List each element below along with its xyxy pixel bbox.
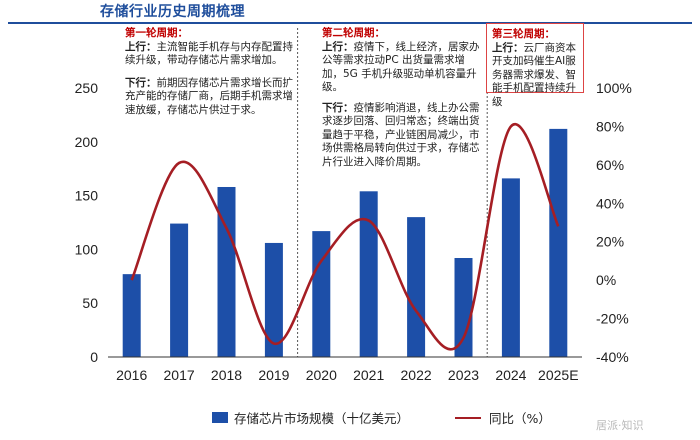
right-tick-80: 80% bbox=[596, 118, 624, 134]
yoy-growth-line bbox=[130, 122, 560, 351]
cycle-2-down-text: 疫情影响消退，线上办公需求逐步回落、回归常态；终端出货量趋于平稳，产业链困局减少… bbox=[322, 101, 480, 168]
bar-2018 bbox=[217, 186, 236, 357]
x-tick-2023: 2023 bbox=[448, 367, 479, 383]
x-tick-2016: 2016 bbox=[116, 367, 147, 383]
cycle-3-up-text: 云厂商资本开支加码催生AI服务器需求爆发、智能手机配置持续升级 bbox=[492, 41, 576, 108]
legend-line-swatch bbox=[455, 416, 481, 419]
cycle-2-annotation: 第二轮周期： 上行：疫情下，线上经济，居家办公等需求拉动PC 出货量需求增加，5… bbox=[322, 27, 480, 176]
right-tick--20: -20% bbox=[596, 311, 629, 327]
bar-2016 bbox=[122, 274, 141, 357]
cycle-1-down-label: 下行： bbox=[125, 76, 157, 89]
cycle-2-down-label: 下行： bbox=[322, 101, 354, 114]
bar-2022 bbox=[407, 217, 426, 357]
bar-2017 bbox=[170, 223, 189, 357]
legend: 存储芯片市场规模（十亿美元） 同比（%） bbox=[0, 405, 700, 429]
cycle-2-up-label: 上行： bbox=[322, 40, 354, 53]
x-tick-2022: 2022 bbox=[401, 367, 432, 383]
right-tick-100: 100% bbox=[596, 80, 632, 96]
cycle-2-heading: 第二轮周期： bbox=[322, 27, 385, 39]
legend-bar-label: 存储芯片市场规模（十亿美元） bbox=[234, 411, 410, 426]
left-tick-0: 0 bbox=[90, 349, 98, 365]
cycle-1-up-text: 主流智能手机存与内存配置持续升级，带动存储芯片需求增加。 bbox=[125, 40, 293, 67]
bar-2025E bbox=[549, 128, 568, 357]
bar-2019 bbox=[264, 242, 283, 357]
left-tick-50: 50 bbox=[82, 295, 98, 311]
left-tick-100: 100 bbox=[75, 241, 99, 257]
right-tick-0: 0% bbox=[596, 272, 616, 288]
left-tick-200: 200 bbox=[75, 134, 99, 150]
page-title: 存储行业历史周期梳理 bbox=[100, 4, 245, 20]
cycle-3-up-label: 上行： bbox=[492, 41, 524, 54]
bar-2024 bbox=[501, 178, 520, 357]
left-tick-150: 150 bbox=[75, 188, 99, 204]
bar-2020 bbox=[312, 231, 331, 357]
watermark: 居派·知识 bbox=[596, 419, 644, 432]
right-tick-40: 40% bbox=[596, 195, 624, 211]
bar-2021 bbox=[359, 191, 378, 357]
title-rule bbox=[8, 22, 692, 24]
x-tick-2018: 2018 bbox=[211, 367, 242, 383]
legend-line-label: 同比（%） bbox=[489, 411, 551, 426]
cycle-3-annotation: 第三轮周期： 上行：云厂商资本开支加码催生AI服务器需求爆发、智能手机配置持续升… bbox=[486, 23, 584, 108]
x-tick-2019: 2019 bbox=[258, 367, 289, 383]
right-tick-60: 60% bbox=[596, 157, 624, 173]
cycle-1-annotation: 第一轮周期： 上行：主流智能手机存与内存配置持续升级，带动存储芯片需求增加。 下… bbox=[125, 27, 303, 124]
cycle-1-up-label: 上行： bbox=[125, 40, 157, 53]
right-tick--40: -40% bbox=[596, 349, 629, 365]
x-tick-2020: 2020 bbox=[306, 367, 337, 383]
cycle-1-down-text: 前期因存储芯片需求增长而扩充产能的存储厂商，后期手机需求增速放缓，存储芯片供过于… bbox=[125, 76, 293, 116]
legend-bar-item: 存储芯片市场规模（十亿美元） bbox=[212, 408, 409, 427]
x-tick-2024: 2024 bbox=[495, 367, 526, 383]
left-tick-250: 250 bbox=[75, 80, 99, 96]
x-tick-2017: 2017 bbox=[164, 367, 195, 383]
bar-2023 bbox=[454, 258, 473, 357]
legend-bar-swatch bbox=[212, 412, 228, 423]
cycle-3-heading: 第三轮周期： bbox=[492, 28, 555, 40]
legend-line-item: 同比（%） bbox=[455, 408, 551, 427]
right-tick-20: 20% bbox=[596, 234, 624, 250]
x-tick-2021: 2021 bbox=[353, 367, 384, 383]
cycle-1-heading: 第一轮周期： bbox=[125, 27, 188, 39]
cycle-2-up-text: 疫情下，线上经济，居家办公等需求拉动PC 出货量需求增加，5G 手机升级驱动单机… bbox=[322, 40, 480, 94]
x-tick-2025E: 2025E bbox=[538, 367, 578, 383]
